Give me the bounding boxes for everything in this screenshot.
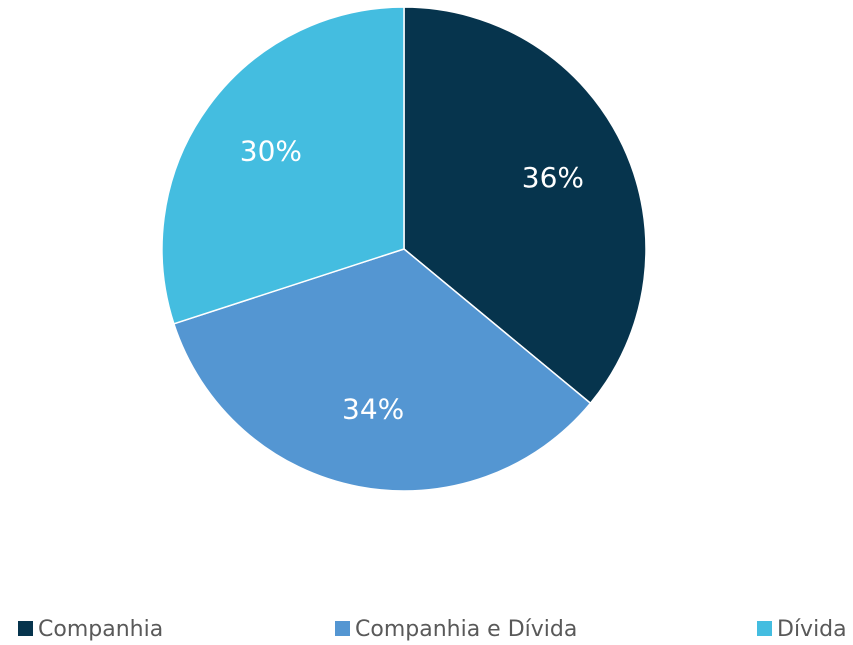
- pie-slice: [403, 6, 647, 405]
- legend-label: Dívida: [777, 617, 847, 642]
- legend-label: Companhia: [38, 617, 163, 642]
- data-label: 30%: [240, 134, 302, 167]
- pie-slice: [172, 248, 592, 492]
- legend-swatch: [335, 621, 350, 636]
- legend-swatch: [18, 621, 33, 636]
- pie-slice: [161, 6, 405, 325]
- legend-label: Companhia e Dívida: [355, 617, 577, 642]
- data-label: 34%: [342, 393, 404, 426]
- legend-swatch: [757, 621, 772, 636]
- data-label: 36%: [522, 161, 584, 194]
